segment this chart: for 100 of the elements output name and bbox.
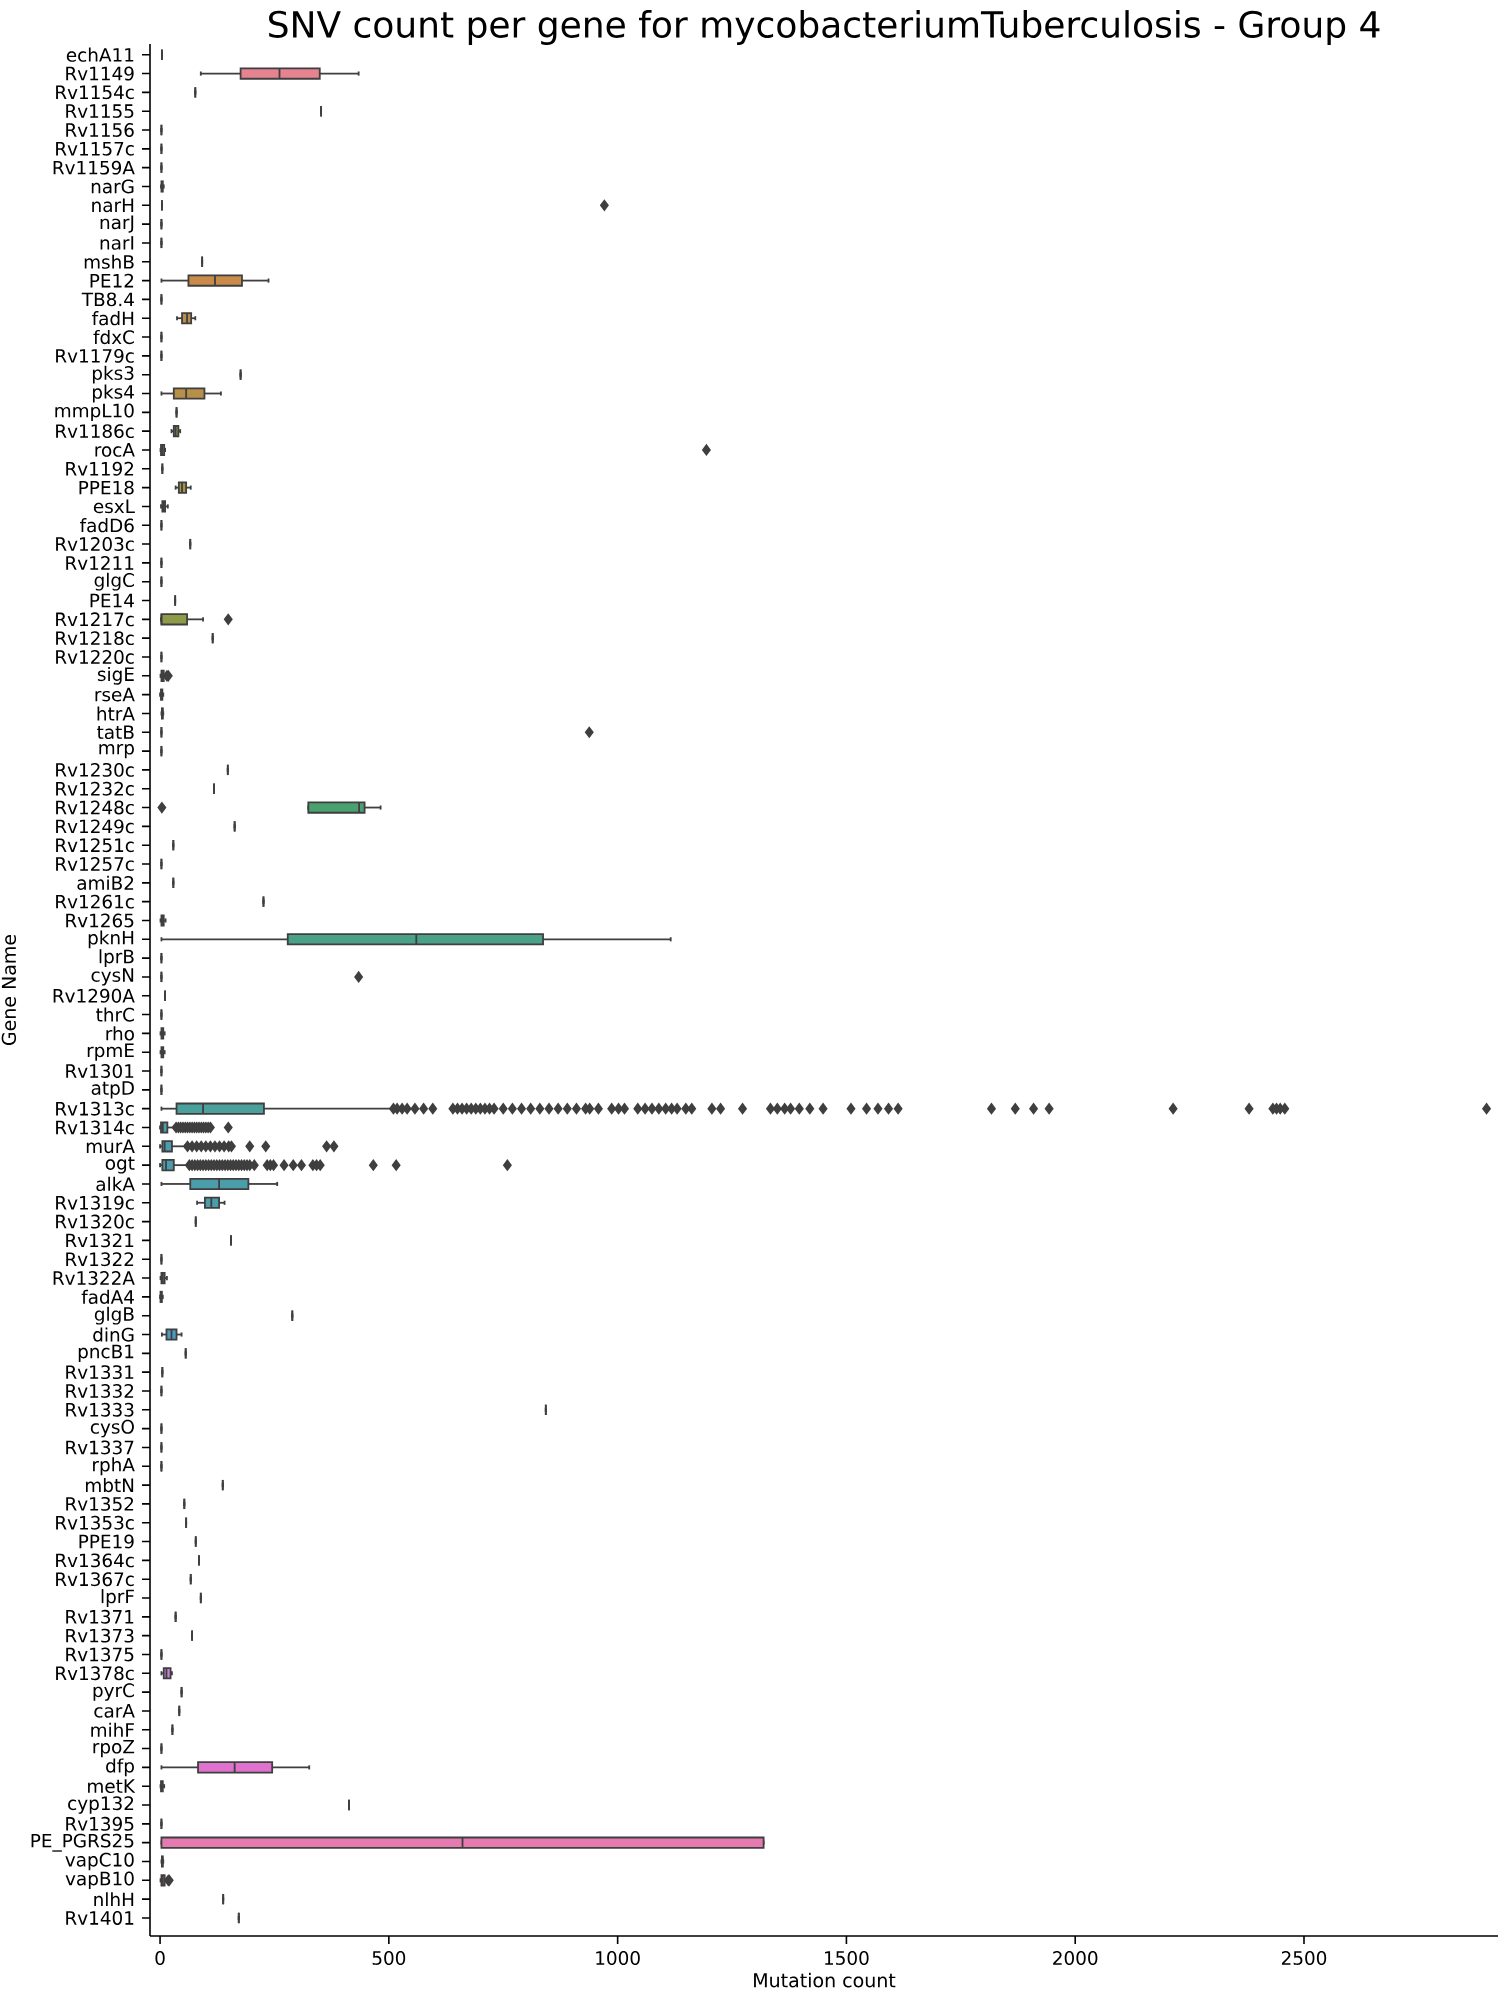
y-tick-label: PPE19: [79, 1534, 134, 1549]
y-tick-label: Rv1179c: [56, 348, 134, 363]
y-tick-label: Rv1159A: [53, 160, 135, 175]
x-axis-title: Mutation count: [754, 1972, 896, 1988]
y-tick-label: lprB: [99, 949, 134, 968]
y-tick-label: esxL: [93, 499, 135, 514]
y-tick-label: alkA: [96, 1176, 135, 1192]
y-tick-label: Rv1155: [66, 104, 134, 119]
x-tick-label: 2000: [1053, 1951, 1098, 1965]
y-tick-label: Rv1364c: [56, 1553, 134, 1568]
y-tick-label: pncB1: [78, 1344, 134, 1362]
y-tick-label: carA: [94, 1704, 135, 1718]
y-tick-label: cysN: [91, 968, 134, 986]
y-tick-label: Rv1322A: [53, 1271, 135, 1286]
y-tick-label: PE14: [90, 593, 134, 608]
y-tick-label: tatB: [97, 725, 134, 740]
y-tick-label: Rv1232c: [56, 781, 134, 796]
y-tick-label: PPE18: [79, 480, 134, 495]
x-tick-label: 0: [155, 1951, 165, 1965]
x-tick-label: 1000: [596, 1951, 640, 1965]
y-tick-label: Rv1186c: [56, 424, 134, 439]
y-tick-label: Rv1217c: [56, 612, 134, 627]
y-tick-label: Rv1251c: [56, 838, 134, 853]
y-tick-label: sigE: [97, 666, 134, 685]
y-tick-label: mmpL10: [55, 403, 134, 422]
y-tick-label: narG: [91, 179, 134, 194]
y-tick-label: Rv1331: [66, 1365, 134, 1380]
y-tick-label: Rv1157c: [56, 141, 134, 156]
y-tick-label: thrC: [96, 1007, 134, 1022]
y-tick-label: Rv1301: [66, 1064, 134, 1078]
y-tick-label: cysO: [90, 1419, 134, 1438]
y-tick-label: mihF: [91, 1722, 134, 1737]
y-tick-label: Rv1319c: [56, 1195, 134, 1210]
y-tick-label: nlhH: [94, 1892, 134, 1907]
y-tick-label: Rv1265: [66, 913, 134, 928]
y-tick-label: fadA4: [81, 1289, 134, 1304]
y-tick-label: Rv1313c: [56, 1101, 134, 1116]
y-tick-label: Rv1337: [66, 1440, 134, 1455]
y-tick-label: Rv1249c: [56, 819, 134, 834]
y-tick-label: Rv1230c: [56, 762, 134, 777]
y-tick-label: Rv1248c: [56, 800, 134, 815]
y-tick-label: metK: [88, 1779, 136, 1794]
y-tick-label: rocA: [95, 443, 135, 457]
y-tick-label: fadH: [92, 311, 134, 326]
y-tick-label: atpD: [91, 1081, 134, 1099]
y-tick-label: pks3: [92, 365, 134, 384]
y-tick-label: glgC: [94, 572, 134, 591]
y-tick-label: Rv1332: [66, 1384, 134, 1398]
y-tick-label: dfp: [106, 1758, 134, 1777]
y-tick-label: Rv1367c: [56, 1572, 134, 1587]
y-tick-label: rpoZ: [93, 1739, 135, 1758]
y-tick-label: Rv1149: [66, 66, 134, 81]
x-tick-label: 2500: [1281, 1951, 1327, 1965]
y-tick-label: Rv1322: [66, 1252, 134, 1267]
y-tick-label: fdxC: [93, 329, 134, 345]
y-tick-label: dinG: [93, 1327, 134, 1342]
y-tick-label: Rv1375: [66, 1647, 134, 1662]
y-tick-label: Rv1320c: [56, 1214, 134, 1229]
y-tick-label: narH: [92, 198, 134, 213]
y-tick-label: ogt: [105, 1156, 135, 1174]
y-tick-label: echA11: [66, 47, 134, 62]
y-tick-label: htrA: [97, 706, 135, 721]
y-tick-label: vapB10: [65, 1871, 134, 1890]
chart-title: SNV count per gene for mycobacteriumTuberculosis - Group 4: [269, 10, 1380, 45]
y-tick-label: Rv1395: [66, 1816, 134, 1831]
y-tick-label: Rv1353c: [56, 1515, 134, 1530]
y-tick-label: Rv1154c: [56, 85, 134, 100]
y-tick-label: Rv1373: [66, 1628, 134, 1643]
y-tick-label: Rv1352: [66, 1496, 134, 1511]
y-tick-label: Rv1333: [66, 1402, 134, 1417]
y-tick-label: rphA: [93, 1457, 135, 1476]
y-tick-label: mrp: [99, 744, 134, 759]
y-tick-label: rho: [106, 1026, 134, 1041]
y-tick-label: pyrC: [93, 1683, 134, 1701]
y-tick-label: cyp132: [68, 1796, 134, 1814]
y-tick-label: amiB2: [77, 875, 134, 890]
y-tick-label: Rv1220c: [56, 650, 134, 664]
y-tick-label: murA: [86, 1139, 135, 1154]
y-tick-label: Rv1314c: [56, 1120, 134, 1135]
y-tick-label: TB8.4: [81, 292, 134, 307]
y-axis-title: Gene Name: [1, 934, 17, 1046]
y-tick-label: Rv1203c: [56, 537, 134, 552]
y-tick-label: Rv1257c: [56, 857, 134, 871]
y-tick-label: PE_PGRS25: [31, 1833, 134, 1852]
y-tick-label: Rv1156: [66, 123, 134, 137]
y-tick-label: narI: [100, 236, 134, 250]
y-tick-label: fadD6: [80, 518, 134, 533]
x-tick-label: 1500: [825, 1951, 869, 1965]
y-tick-label: rpmE: [87, 1043, 134, 1061]
y-tick-label: pks4: [92, 384, 134, 403]
y-tick-label: Rv1401: [66, 1910, 134, 1925]
x-tick-label: 500: [372, 1951, 406, 1965]
y-tick-label: lprF: [101, 1589, 134, 1607]
y-tick-label: Rv1290A: [53, 988, 135, 1003]
y-tick-label: glgB: [94, 1306, 134, 1325]
y-tick-label: Rv1211: [66, 556, 134, 570]
y-tick-label: Rv1218c: [56, 631, 134, 646]
y-tick-label: PE12: [90, 273, 134, 288]
y-tick-label: mbtN: [86, 1477, 134, 1493]
y-tick-label: Rv1378c: [56, 1666, 134, 1681]
